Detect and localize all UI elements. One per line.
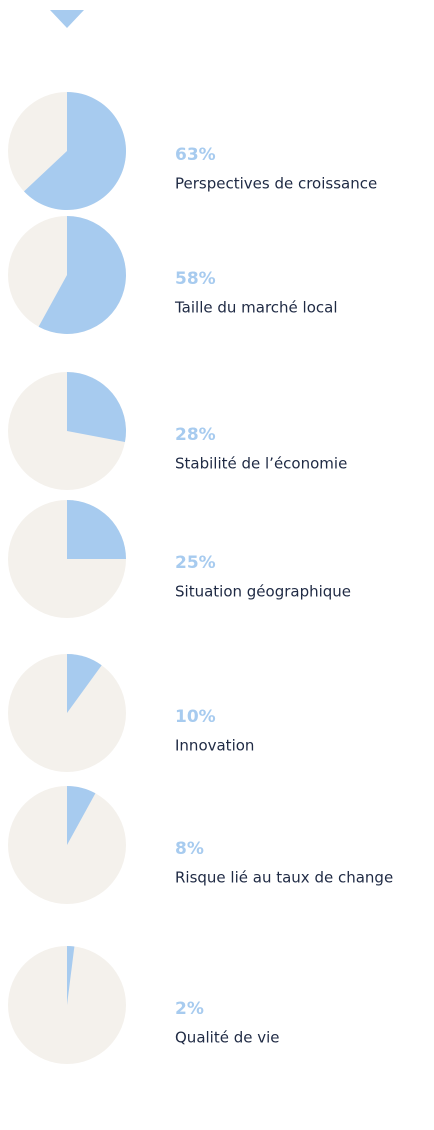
pie-slice xyxy=(67,372,127,443)
pie-slice xyxy=(23,92,126,210)
category-label: Perspectives de croissance xyxy=(175,175,377,193)
pointer-triangle xyxy=(50,10,84,28)
pie-slice xyxy=(67,946,75,1005)
percent-label: 8% xyxy=(175,839,204,859)
pie-slice xyxy=(67,654,102,713)
pie-slice xyxy=(38,216,127,334)
percent-label: 2% xyxy=(175,999,204,1019)
pie-slice xyxy=(67,786,96,845)
percent-label: 58% xyxy=(175,269,216,289)
pie-slice xyxy=(67,500,126,559)
percent-label: 25% xyxy=(175,553,216,573)
percent-label: 28% xyxy=(175,425,216,445)
category-label: Risque lié au taux de change xyxy=(175,869,393,887)
percent-label: 10% xyxy=(175,707,216,727)
category-label: Innovation xyxy=(175,737,254,755)
category-label: Stabilité de l’économie xyxy=(175,455,347,473)
category-label: Situation géographique xyxy=(175,583,351,601)
category-label: Qualité de vie xyxy=(175,1029,280,1047)
percent-label: 63% xyxy=(175,145,216,165)
category-label: Taille du marché local xyxy=(174,299,338,317)
